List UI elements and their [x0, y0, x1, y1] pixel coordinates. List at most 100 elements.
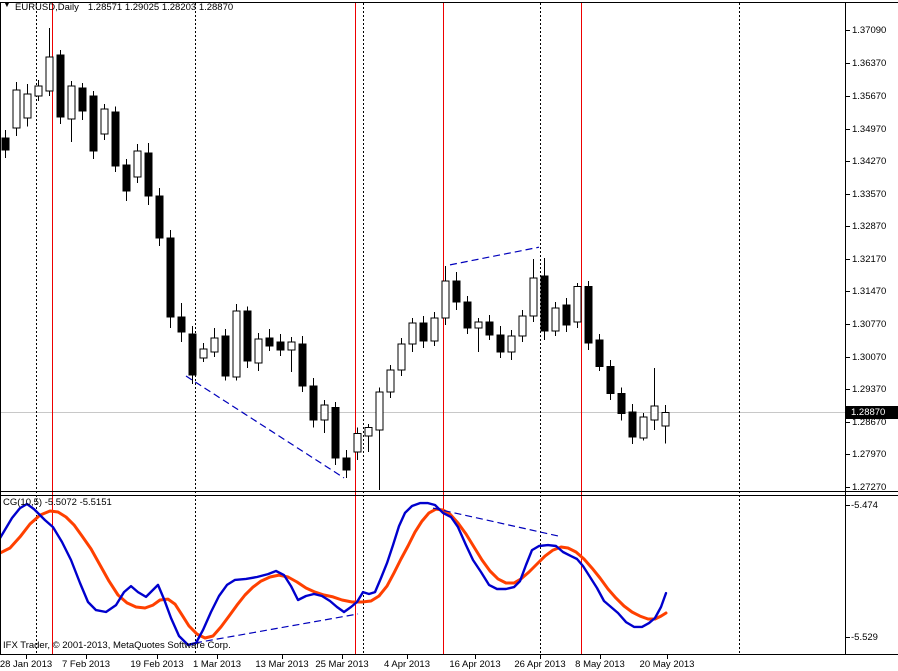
candlestick: [1, 137, 10, 151]
price-scale-label: 1.27970: [852, 449, 887, 460]
candlestick: [551, 307, 560, 332]
candlestick: [584, 286, 593, 344]
time-scale-label: 20 May 2013: [639, 659, 695, 670]
price-scale-label: 1.32870: [852, 221, 887, 232]
time-scale-label: 25 Mar 2013: [315, 659, 369, 670]
candlestick: [34, 85, 43, 97]
candlestick: [12, 89, 21, 129]
candlestick: [342, 457, 351, 471]
candlestick: [606, 366, 615, 395]
price-scale-label: 1.30770: [852, 319, 887, 330]
candlestick: [507, 335, 516, 353]
candlestick: [562, 304, 571, 326]
candlestick: [595, 339, 604, 368]
symbol-period-label: EURUSD,Daily: [15, 2, 79, 13]
candlestick: [78, 87, 87, 112]
chart-title: EURUSD,Daily 1.28571 1.29025 1.28203 1.28…: [15, 2, 233, 13]
candlestick: [331, 407, 340, 459]
candlestick: [364, 427, 373, 437]
candlestick: [199, 348, 208, 359]
candlestick: [188, 333, 197, 376]
indicator-trendline-dashed[interactable]: [194, 613, 359, 644]
candlestick: [122, 164, 131, 192]
candlestick: [67, 85, 76, 120]
candlestick: [474, 321, 483, 329]
candlestick: [463, 301, 472, 329]
indicator-trendline-dashed[interactable]: [432, 507, 559, 537]
candlestick: [430, 317, 439, 342]
price-scale-label: 1.32170: [852, 254, 887, 265]
ohlc-readout: 1.28571 1.29025 1.28203 1.28870: [87, 2, 234, 13]
candlestick: [56, 54, 65, 118]
price-scale-label: 1.37090: [852, 25, 887, 36]
price-scale-label: 1.27270: [852, 482, 887, 493]
candlestick: [133, 150, 142, 178]
candlestick: [518, 315, 527, 337]
candlestick: [166, 237, 175, 318]
candlestick: [23, 93, 32, 119]
candlestick: [320, 404, 329, 421]
candlestick: [111, 111, 120, 167]
candlestick: [540, 275, 549, 332]
cg-main-line: [0, 501, 668, 647]
symbol-dropdown-icon[interactable]: ▼: [3, 0, 11, 9]
candlestick: [309, 385, 318, 421]
candlestick: [155, 195, 164, 239]
price-scale-label: 1.34970: [852, 124, 887, 135]
candlestick: [265, 337, 274, 347]
candlestick: [287, 341, 296, 351]
time-scale-label: 13 Mar 2013: [255, 659, 309, 670]
candlestick: [177, 316, 186, 333]
time-scale-label: 16 Apr 2013: [449, 659, 501, 670]
candlestick: [441, 280, 450, 319]
time-scale-label: 4 Apr 2013: [384, 659, 430, 670]
candlestick: [386, 369, 395, 393]
candlestick: [144, 152, 153, 197]
time-scale-label: 26 Apr 2013: [514, 659, 566, 670]
cg-signal-line: [0, 507, 668, 640]
candlestick: [397, 343, 406, 371]
candlestick: [100, 108, 109, 135]
price-scale-label: 1.30070: [852, 352, 887, 363]
candlestick: [419, 322, 428, 342]
indicator-scale-label: -5.474: [851, 500, 878, 511]
price-scale-label: 1.33570: [852, 189, 887, 200]
indicator-label: CG(10,5) -5.5072 -5.5151: [3, 497, 112, 508]
time-scale-label: 8 May 2013: [575, 659, 625, 670]
time-scale-label: 28 Jan 2013: [0, 659, 53, 670]
candlestick: [45, 56, 54, 92]
candlestick: [529, 277, 538, 317]
candlestick: [232, 310, 241, 378]
candlestick: [617, 393, 626, 415]
candlestick: [254, 338, 263, 364]
candlestick: [485, 321, 494, 336]
current-price-tag: 1.28870: [846, 406, 898, 419]
price-scale-label: 1.34270: [852, 156, 887, 167]
copyright-text: IFX Trader, © 2001-2013, MetaQuotes Soft…: [3, 640, 231, 651]
candlestick: [210, 337, 219, 353]
candlestick: [276, 341, 285, 351]
price-scale-label: 1.36370: [852, 58, 887, 69]
indicator-scale-label: -5.529: [851, 632, 878, 643]
trendline-dashed[interactable]: [449, 246, 540, 266]
time-scale-label: 19 Feb 2013: [130, 659, 184, 670]
candlestick: [573, 286, 582, 323]
candlestick: [298, 343, 307, 387]
candlestick: [408, 322, 417, 345]
candlestick: [89, 95, 98, 152]
time-scale-label: 7 Feb 2013: [61, 659, 111, 670]
candlestick: [496, 334, 505, 353]
price-scale-label: 1.28670: [852, 417, 887, 428]
candlestick: [639, 416, 648, 439]
candlestick: [221, 335, 230, 377]
price-scale-label: 1.31470: [852, 286, 887, 297]
price-scale-label: 1.35670: [852, 91, 887, 102]
candlestick: [353, 433, 362, 453]
trendline-dashed[interactable]: [185, 375, 345, 479]
time-scale-label: 1 Mar 2013: [192, 659, 242, 670]
candlestick: [375, 391, 384, 431]
price-scale-label: 1.29370: [852, 384, 887, 395]
candlestick: [661, 411, 670, 427]
